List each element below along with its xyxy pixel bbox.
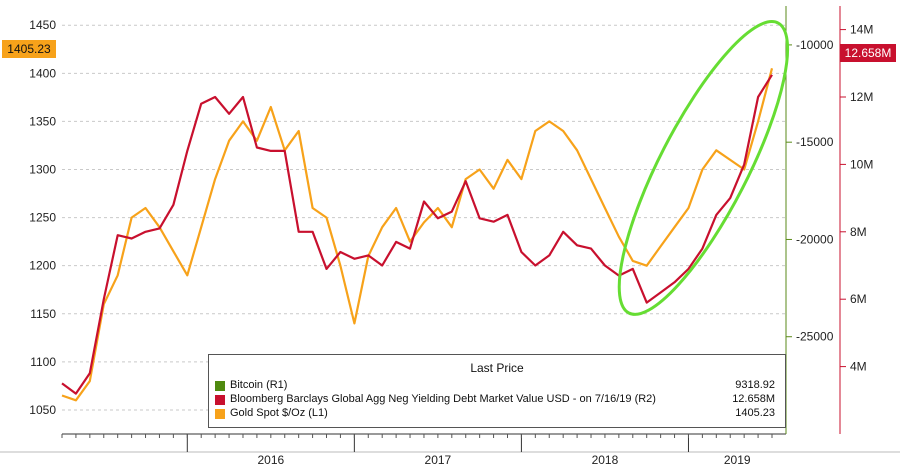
gold-last-price-badge: 1405.23: [2, 40, 56, 58]
axis-layer: 1450 1400 1350 1300 1250 1200 1150 1100 1050 2016…: [0, 6, 900, 467]
legend-swatch-neg-debt: [215, 395, 225, 405]
left-tick-label-1250: 1250: [29, 211, 56, 225]
right-outer-tick-label-4M: 4M: [850, 360, 867, 374]
series-line-gold: [61, 68, 774, 402]
left-tick-label-1050: 1050: [29, 403, 56, 417]
legend-swatch-gold: [215, 409, 225, 419]
series-line-neg-debt: [61, 74, 773, 395]
legend-label-bitcoin: Bitcoin (R1): [230, 379, 288, 391]
right-outer-tick-label-10M: 10M: [850, 157, 873, 171]
right-inner-tick-label--10000: -10000: [796, 38, 834, 52]
legend-row-gold: Gold Spot $/Oz (L1) 1405.23: [215, 407, 775, 421]
x-tick-label-2017: 2017: [425, 453, 452, 467]
legend-swatch-bitcoin: [215, 381, 225, 391]
right-inner-tick-label--25000: -25000: [796, 330, 834, 344]
right-outer-tick-label-6M: 6M: [850, 292, 867, 306]
left-tick-label-1300: 1300: [29, 163, 56, 177]
legend-value-gold: 1405.23: [735, 407, 775, 419]
legend-value-neg-debt: 12.658M: [732, 393, 775, 405]
neg-debt-last-price-badge: 12.658M: [840, 44, 896, 62]
legend-title: Last Price: [470, 361, 524, 375]
left-tick-label-1200: 1200: [29, 259, 56, 273]
right-outer-tick-label-8M: 8M: [850, 225, 867, 239]
left-tick-label-1400: 1400: [29, 66, 56, 80]
x-tick-label-2018: 2018: [592, 453, 619, 467]
grid-layer: [62, 24, 786, 411]
right-inner-tick-label--15000: -15000: [796, 135, 834, 149]
legend-value-bitcoin: 9318.92: [735, 379, 775, 391]
left-tick-label-1100: 1100: [30, 355, 56, 369]
right-outer-tick-label-12M: 12M: [850, 90, 873, 104]
legend-row-bitcoin: Bitcoin (R1) 9318.92: [215, 379, 775, 393]
annotation-layer: [617, 20, 790, 316]
x-tick-label-2019: 2019: [724, 453, 751, 467]
right-outer-tick-label-14M: 14M: [850, 23, 873, 37]
legend: Last Price Bitcoin (R1) 9318.92 Bloomber…: [208, 354, 786, 428]
left-tick-label-1350: 1350: [29, 114, 56, 128]
x-tick-label-2016: 2016: [257, 453, 284, 467]
left-tick-label-1150: 1150: [30, 307, 56, 321]
highlight-ellipse: [617, 20, 790, 316]
left-tick-label-1450: 1450: [29, 18, 56, 32]
legend-label-gold: Gold Spot $/Oz (L1): [230, 407, 328, 419]
legend-label-neg-debt: Bloomberg Barclays Global Agg Neg Yieldi…: [230, 393, 656, 405]
series-layer: [61, 68, 774, 402]
legend-row-neg-debt: Bloomberg Barclays Global Agg Neg Yieldi…: [215, 393, 775, 407]
right-inner-tick-label--20000: -20000: [796, 232, 834, 246]
